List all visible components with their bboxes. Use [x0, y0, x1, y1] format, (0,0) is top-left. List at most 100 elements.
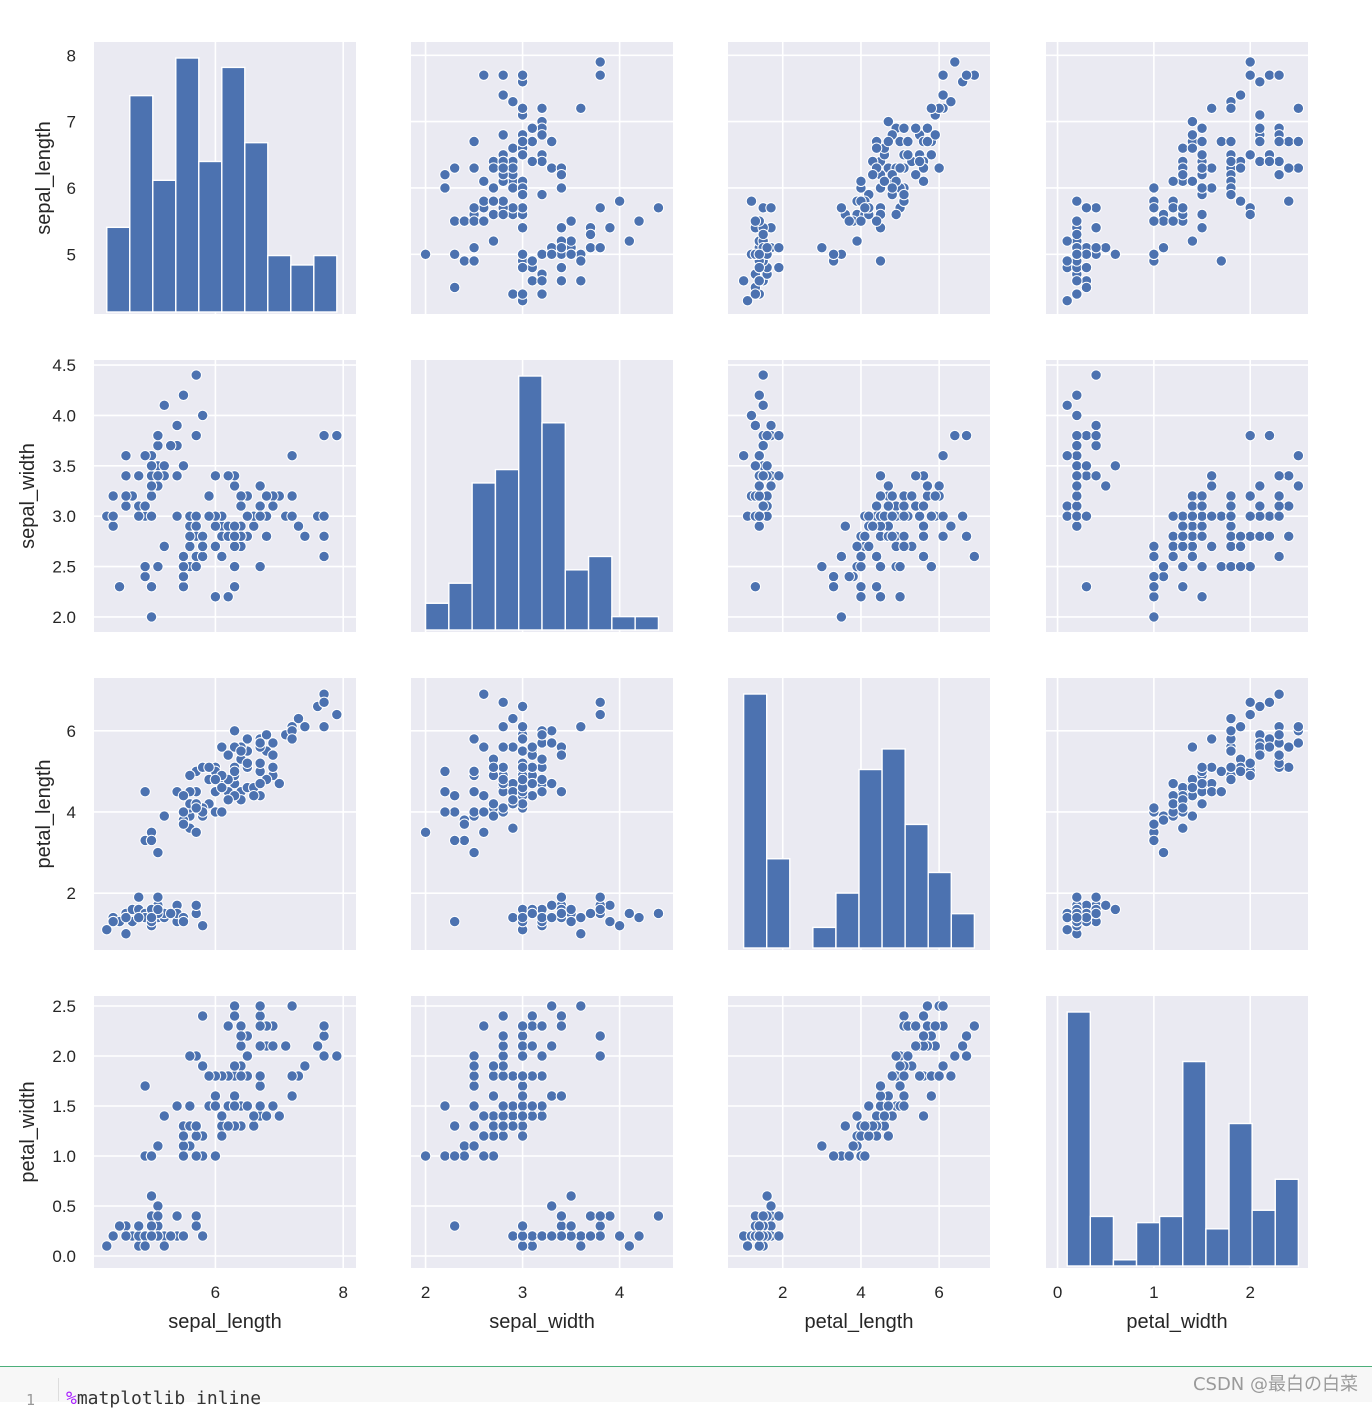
scatter-point: [184, 540, 196, 553]
scatter-point: [318, 1050, 330, 1062]
scatter-point: [487, 761, 500, 774]
scatter-point: [1273, 470, 1285, 482]
next-code-cell[interactable]: [0, 1366, 1372, 1402]
scatter-point: [1148, 611, 1160, 623]
scatter-point: [1254, 135, 1266, 148]
scatter-point: [299, 1060, 311, 1072]
scatter-point: [190, 826, 202, 838]
scatter-point: [536, 729, 548, 741]
scatter-point: [910, 168, 922, 181]
scatter-point: [917, 520, 930, 532]
scatter-point: [1148, 580, 1160, 593]
panel-sepal_length-vs-sepal_width: [411, 42, 673, 314]
scatter-point: [468, 806, 480, 818]
scatter-point: [190, 802, 202, 814]
scatter-point: [1148, 570, 1160, 583]
scatter-point: [254, 1020, 266, 1032]
scatter-point: [890, 208, 902, 221]
scatter-point: [843, 570, 855, 583]
scatter-point: [209, 540, 222, 553]
scatter-point: [1263, 155, 1276, 168]
magic-command: matplotlib inline: [76, 1388, 262, 1409]
scatter-point: [925, 102, 938, 115]
scatter-point: [439, 1100, 451, 1112]
hist-bar: [267, 254, 292, 313]
scatter-point: [1254, 530, 1266, 542]
scatter-point: [235, 1020, 247, 1032]
scatter-point: [190, 429, 202, 442]
x-tick-label: 2: [421, 1283, 430, 1302]
scatter-point: [177, 580, 190, 593]
scatter-point: [478, 175, 490, 188]
scatter-point: [1283, 195, 1295, 207]
scatter-point: [184, 1050, 196, 1062]
scatter-point: [565, 1230, 577, 1242]
scatter-point: [546, 1000, 558, 1012]
scatter-point: [886, 1070, 898, 1082]
scatter-point: [882, 480, 895, 492]
scatter-point: [1080, 460, 1093, 472]
scatter-point: [1167, 530, 1179, 542]
y-tick-label: 2: [67, 884, 76, 903]
scatter-point: [286, 1070, 298, 1082]
scatter-point: [286, 490, 298, 502]
x-axis-label: sepal_length: [168, 1311, 281, 1333]
scatter-point: [516, 288, 529, 300]
scatter-point: [960, 69, 973, 81]
x-tick-label: 3: [518, 1283, 527, 1302]
scatter-point: [133, 911, 145, 924]
x-axis-label: petal_length: [805, 1311, 914, 1333]
scatter-point: [847, 1140, 859, 1152]
x-tick-label: 0: [1053, 1283, 1062, 1302]
scatter-point: [526, 1100, 538, 1112]
scatter-point: [177, 550, 190, 563]
scatter-point: [565, 915, 577, 928]
scatter-point: [145, 834, 158, 847]
y-axis-label: petal_width: [17, 1081, 39, 1182]
scatter-point: [120, 911, 132, 924]
scatter-point: [1292, 737, 1305, 749]
scatter-point: [468, 215, 480, 227]
scatter-point: [1273, 550, 1285, 563]
scatter-point: [1186, 500, 1199, 512]
scatter-point: [546, 1230, 558, 1242]
scatter-point: [855, 550, 867, 563]
scatter-point: [1177, 560, 1189, 573]
y-tick-label: 0.0: [52, 1247, 76, 1266]
scatter-point: [516, 745, 529, 757]
scatter-point: [254, 737, 266, 749]
scatter-point: [1273, 155, 1285, 168]
scatter-point: [1061, 295, 1073, 307]
scatter-point: [254, 500, 266, 512]
scatter-point: [107, 510, 119, 522]
panel-petal_length-vs-petal_width: [1046, 678, 1308, 950]
scatter-point: [177, 806, 190, 818]
scatter-point: [526, 122, 538, 134]
scatter-point: [248, 1120, 260, 1132]
scatter-point: [468, 765, 480, 778]
code-line[interactable]: %matplotlib inline: [66, 1388, 261, 1409]
scatter-point: [945, 520, 957, 532]
scatter-point: [882, 1130, 895, 1142]
scatter-point: [164, 439, 177, 452]
scatter-point: [633, 1230, 645, 1242]
panel-petal_width-vs-petal_width: [1046, 996, 1308, 1268]
scatter-point: [753, 520, 765, 532]
scatter-point: [235, 490, 247, 502]
scatter-point: [894, 1080, 906, 1092]
scatter-point: [1254, 109, 1266, 121]
scatter-point: [1234, 162, 1247, 174]
scatter-point: [152, 470, 164, 482]
hist-bar: [587, 555, 613, 631]
scatter-point: [516, 733, 529, 745]
scatter-point: [1148, 591, 1160, 603]
scatter-point: [1196, 135, 1208, 148]
scatter-point: [913, 1070, 926, 1082]
scatter-point: [594, 69, 606, 81]
scatter-point: [555, 1210, 568, 1222]
scatter-point: [458, 834, 471, 847]
scatter-point: [945, 1070, 957, 1082]
scatter-point: [949, 1050, 961, 1062]
scatter-point: [773, 241, 785, 254]
scatter-point: [222, 749, 234, 761]
